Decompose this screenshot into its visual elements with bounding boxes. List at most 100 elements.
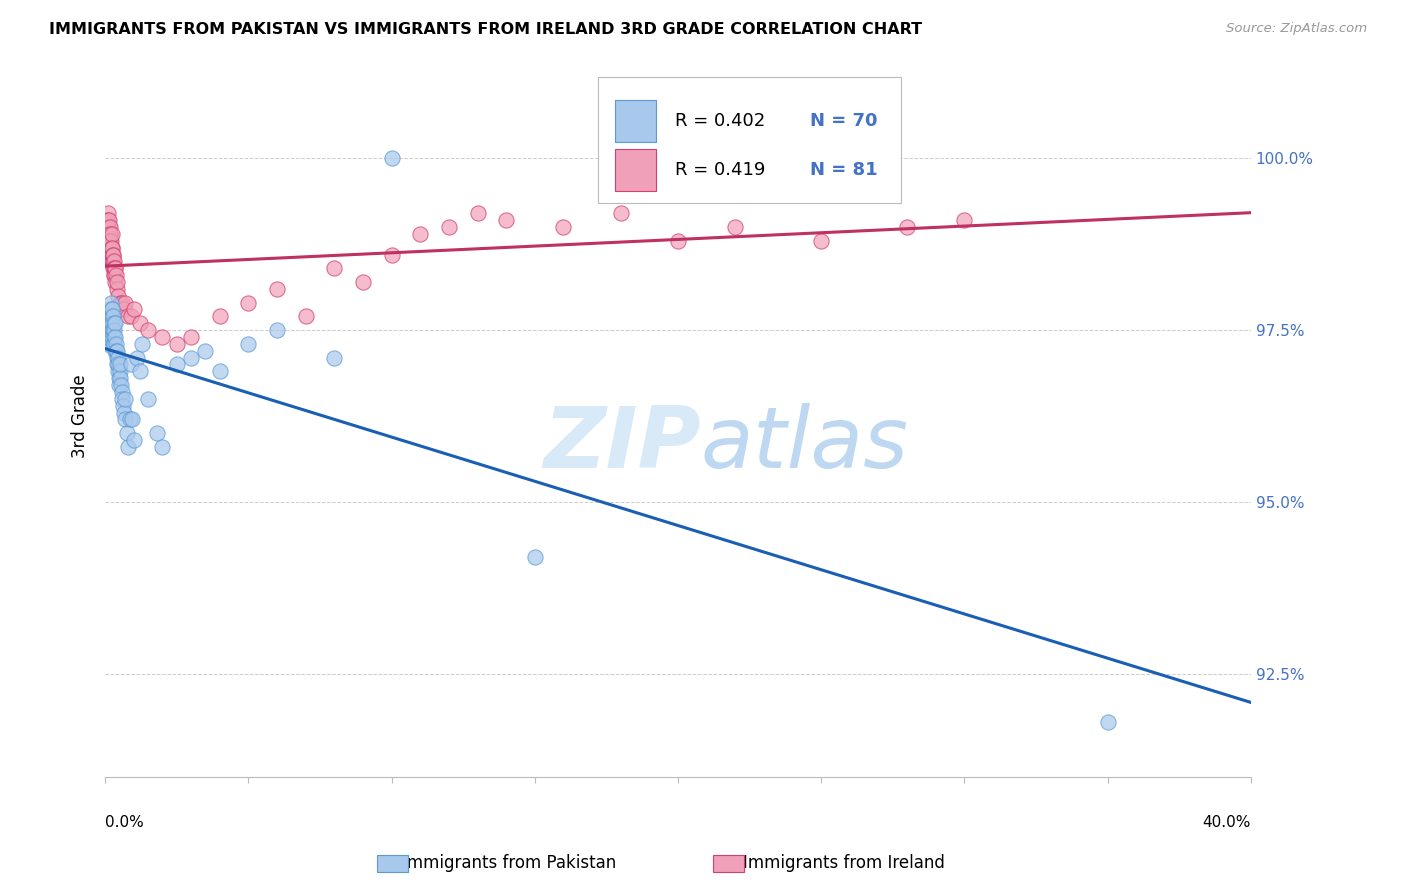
Point	[120, 358, 142, 372]
Point	[128, 364, 150, 378]
Text: Immigrants from Pakistan: Immigrants from Pakistan	[402, 855, 616, 872]
Point	[166, 337, 188, 351]
Point	[104, 261, 127, 276]
Text: IMMIGRANTS FROM PAKISTAN VS IMMIGRANTS FROM IRELAND 3RD GRADE CORRELATION CHART: IMMIGRANTS FROM PAKISTAN VS IMMIGRANTS F…	[49, 22, 922, 37]
Point	[107, 351, 129, 365]
Point	[111, 392, 134, 406]
Point	[108, 358, 131, 372]
Point	[166, 358, 188, 372]
Point	[98, 323, 121, 337]
Point	[98, 241, 121, 255]
Point	[110, 378, 132, 392]
Point	[266, 282, 288, 296]
Point	[103, 337, 125, 351]
Point	[352, 275, 374, 289]
Point	[103, 268, 125, 282]
Text: R = 0.402: R = 0.402	[675, 112, 765, 130]
Point	[98, 234, 121, 248]
Point	[101, 247, 124, 261]
Point	[108, 295, 131, 310]
Point	[117, 310, 139, 324]
Point	[103, 337, 125, 351]
Point	[152, 330, 174, 344]
Point	[125, 351, 148, 365]
Point	[108, 378, 131, 392]
Point	[111, 384, 134, 399]
Point	[103, 316, 125, 330]
Point	[131, 337, 153, 351]
Point	[100, 254, 122, 268]
Point	[100, 241, 122, 255]
Point	[96, 206, 118, 220]
Point	[208, 310, 231, 324]
FancyBboxPatch shape	[598, 77, 901, 203]
Point	[97, 241, 120, 255]
Point	[105, 275, 128, 289]
Point	[180, 330, 202, 344]
Point	[98, 227, 121, 241]
Point	[810, 234, 832, 248]
Point	[103, 310, 125, 324]
Point	[97, 227, 120, 241]
Point	[1097, 714, 1119, 729]
Point	[381, 247, 404, 261]
FancyBboxPatch shape	[614, 100, 657, 142]
Point	[495, 213, 517, 227]
Point	[98, 227, 121, 241]
Text: 0.0%: 0.0%	[105, 814, 143, 830]
Point	[97, 234, 120, 248]
Point	[104, 337, 127, 351]
Point	[724, 219, 747, 234]
Point	[122, 433, 145, 447]
Point	[100, 227, 122, 241]
Point	[103, 254, 125, 268]
Point	[98, 254, 121, 268]
Point	[107, 289, 129, 303]
Point	[96, 234, 118, 248]
Text: ZIP: ZIP	[543, 403, 702, 486]
Point	[294, 310, 316, 324]
Point	[409, 227, 432, 241]
Point	[103, 268, 125, 282]
Point	[98, 310, 121, 324]
Point	[100, 302, 122, 317]
Point	[105, 268, 128, 282]
Point	[105, 351, 128, 365]
Point	[101, 310, 124, 324]
Point	[100, 247, 122, 261]
Point	[107, 364, 129, 378]
Text: atlas: atlas	[702, 403, 908, 486]
Point	[97, 316, 120, 330]
Point	[105, 282, 128, 296]
Point	[101, 323, 124, 337]
Point	[108, 364, 131, 378]
Point	[103, 323, 125, 337]
Point	[136, 323, 159, 337]
Point	[238, 337, 260, 351]
Point	[105, 358, 128, 372]
Point	[896, 219, 918, 234]
Point	[111, 295, 134, 310]
Point	[323, 261, 346, 276]
Text: N = 81: N = 81	[810, 161, 877, 179]
Y-axis label: 3rd Grade: 3rd Grade	[72, 375, 89, 458]
Point	[105, 343, 128, 358]
Point	[97, 227, 120, 241]
Point	[666, 234, 689, 248]
Point	[96, 337, 118, 351]
Point	[107, 358, 129, 372]
Point	[111, 399, 134, 413]
Point	[208, 364, 231, 378]
Point	[467, 206, 489, 220]
Point	[118, 412, 141, 426]
Point	[98, 302, 121, 317]
Point	[323, 351, 346, 365]
Point	[94, 227, 117, 241]
Point	[98, 219, 121, 234]
Text: Immigrants from Ireland: Immigrants from Ireland	[742, 855, 945, 872]
Point	[101, 316, 124, 330]
Point	[98, 316, 121, 330]
Point	[97, 234, 120, 248]
Point	[120, 310, 142, 324]
Point	[100, 234, 122, 248]
